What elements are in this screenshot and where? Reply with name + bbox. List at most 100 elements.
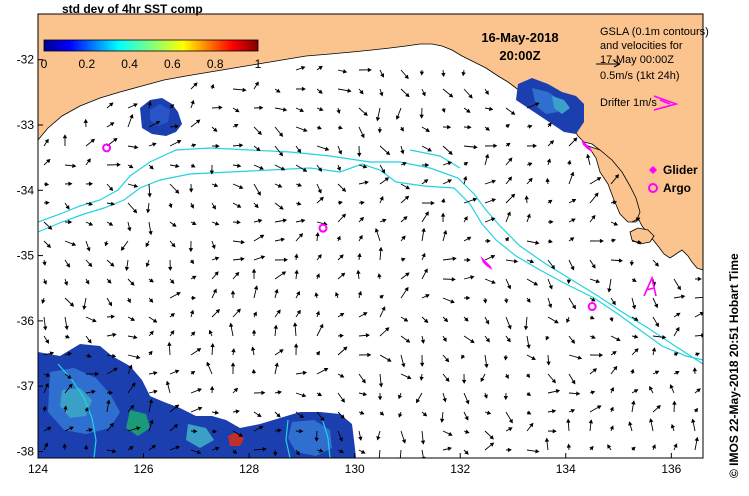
velocity-arrowhead	[149, 330, 154, 336]
velocity-arrowhead	[358, 234, 363, 240]
velocity-arrowhead	[67, 352, 72, 357]
velocity-arrowhead	[423, 268, 428, 273]
velocity-arrowhead	[547, 199, 553, 204]
velocity-arrowhead	[235, 409, 240, 414]
velocity-arrowhead	[231, 348, 236, 353]
velocity-arrowhead	[45, 339, 50, 344]
velocity-arrowhead	[282, 107, 288, 112]
velocity-arrowhead	[62, 134, 68, 139]
velocity-arrowhead	[376, 435, 381, 441]
velocity-arrowhead	[319, 107, 324, 112]
velocity-arrowhead	[104, 241, 109, 247]
velocity-arrowhead	[441, 198, 446, 203]
velocity-arrowhead	[218, 105, 223, 110]
velocity-arrowhead	[132, 208, 138, 214]
velocity-arrowhead	[505, 124, 510, 129]
velocity-arrowhead	[299, 413, 305, 418]
velocity-arrowhead	[524, 195, 529, 200]
velocity-arrowhead	[362, 312, 368, 317]
velocity-arrowhead	[236, 203, 242, 208]
velocity-arrowhead	[69, 302, 75, 307]
velocity-arrowhead	[360, 200, 365, 205]
velocity-arrowhead	[197, 406, 203, 411]
velocity-arrowhead	[43, 326, 48, 331]
velocity-arrowhead	[374, 227, 380, 233]
velocity-arrowhead	[297, 182, 302, 187]
velocity-arrowhead	[153, 389, 158, 394]
velocity-arrowhead	[336, 109, 341, 114]
velocity-arrowhead	[675, 312, 681, 317]
velocity-arrowhead	[486, 238, 491, 244]
velocity-arrowhead	[133, 183, 139, 188]
velocity-arrowhead	[377, 273, 382, 278]
velocity-arrowhead	[362, 391, 368, 397]
velocity-arrowhead	[339, 373, 345, 378]
velocity-arrowhead	[251, 268, 257, 273]
velocity-arrowhead	[240, 256, 245, 262]
velocity-arrowhead	[317, 189, 322, 194]
velocity-arrowhead	[401, 363, 406, 368]
velocity-arrowhead	[633, 389, 639, 394]
velocity-arrowhead	[113, 137, 118, 143]
velocity-arrowhead	[430, 200, 435, 206]
velocity-arrowhead	[599, 238, 604, 244]
velocity-arrowhead	[282, 218, 288, 223]
velocity-arrowhead	[317, 254, 322, 259]
velocity-vector	[694, 296, 703, 299]
velocity-arrowhead	[635, 217, 641, 222]
velocity-arrowhead	[503, 356, 508, 361]
velocity-arrowhead	[399, 127, 404, 132]
velocity-arrowhead	[45, 372, 51, 377]
velocity-arrowhead	[116, 162, 121, 167]
velocity-arrowhead	[239, 143, 244, 148]
velocity-arrowhead	[136, 426, 141, 431]
velocity-arrowhead	[547, 303, 553, 309]
velocity-arrowhead	[566, 418, 571, 423]
velocity-arrowhead	[145, 242, 150, 248]
velocity-arrowhead	[190, 163, 196, 168]
velocity-arrowhead	[315, 350, 321, 356]
velocity-arrowhead	[466, 236, 472, 241]
velocity-arrowhead	[278, 151, 284, 157]
velocity-arrowhead	[489, 435, 494, 440]
velocity-arrowhead	[296, 290, 301, 296]
velocity-arrowhead	[490, 217, 496, 222]
velocity-arrowhead	[113, 367, 118, 372]
velocity-arrowhead	[317, 125, 322, 130]
velocity-arrowhead	[613, 365, 618, 371]
plot-frame	[37, 13, 704, 459]
velocity-arrowhead	[675, 326, 680, 332]
argo-key-icon	[648, 183, 658, 193]
velocity-arrowhead	[197, 388, 202, 393]
velocity-arrowhead	[108, 221, 114, 226]
velocity-arrowhead	[654, 262, 659, 267]
velocity-arrowhead	[397, 394, 403, 400]
velocity-arrowhead	[233, 387, 239, 393]
velocity-arrowhead	[84, 406, 89, 412]
velocity-arrowhead	[88, 201, 93, 206]
velocity-arrowhead	[482, 299, 488, 304]
velocity-arrowhead	[168, 266, 173, 271]
velocity-arrowhead	[296, 148, 302, 154]
velocity-arrowhead	[276, 309, 281, 314]
velocity-arrowhead	[359, 89, 364, 95]
velocity-arrowhead	[49, 351, 55, 356]
gsla-legend-line3: 17-May 00:00Z	[600, 54, 674, 66]
velocity-arrowhead	[419, 362, 425, 367]
velocity-arrowhead	[364, 180, 369, 185]
velocity-arrowhead	[416, 398, 420, 404]
velocity-arrowhead	[442, 230, 448, 235]
velocity-arrowhead	[484, 90, 489, 95]
velocity-arrowhead	[654, 303, 659, 309]
velocity-arrowhead	[109, 262, 115, 267]
scale-arrow	[596, 60, 621, 68]
colorbar-tick-label: 0.2	[78, 57, 95, 71]
lon-tick-label: 136	[661, 462, 681, 476]
velocity-arrowhead	[208, 329, 213, 335]
velocity-arrowhead	[63, 281, 69, 286]
colorbar-tick-label: 0.4	[121, 57, 138, 71]
velocity-arrowhead	[148, 350, 153, 356]
velocity-arrowhead	[281, 271, 287, 276]
velocity-arrowhead	[342, 69, 348, 74]
velocity-arrowhead	[566, 318, 571, 324]
